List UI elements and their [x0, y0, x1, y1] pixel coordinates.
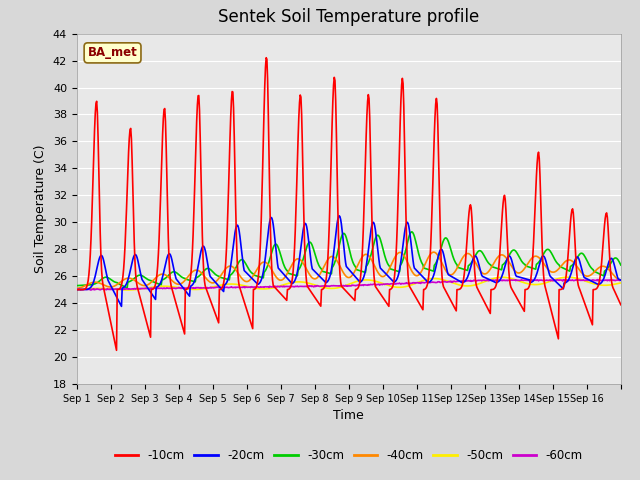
Line: -40cm: -40cm: [77, 252, 621, 288]
-60cm: [406, 280, 413, 286]
-60cm: [237, 285, 245, 290]
-10cm: [406, 285, 414, 290]
-40cm: [237, 274, 244, 280]
-60cm: [87, 287, 95, 293]
-30cm: [408, 229, 415, 235]
-10cm: [285, 286, 293, 291]
-40cm: [436, 256, 444, 262]
Line: -20cm: -20cm: [77, 216, 621, 306]
-50cm: [73, 287, 81, 292]
-50cm: [436, 276, 444, 282]
-20cm: [285, 277, 292, 283]
-30cm: [124, 285, 131, 291]
-40cm: [264, 261, 271, 267]
-20cm: [237, 246, 245, 252]
-50cm: [564, 274, 572, 280]
Y-axis label: Soil Temperature (C): Soil Temperature (C): [35, 144, 47, 273]
-30cm: [264, 261, 272, 267]
-50cm: [406, 283, 413, 288]
-10cm: [113, 348, 120, 353]
-60cm: [593, 276, 601, 282]
-30cm: [617, 262, 625, 268]
-50cm: [264, 286, 272, 291]
-20cm: [437, 247, 445, 252]
-10cm: [237, 290, 245, 296]
-60cm: [264, 284, 272, 289]
-10cm: [138, 300, 145, 305]
Text: BA_met: BA_met: [88, 47, 138, 60]
-60cm: [436, 279, 444, 285]
-40cm: [617, 277, 625, 283]
-50cm: [237, 282, 245, 288]
-30cm: [237, 257, 245, 263]
-20cm: [406, 233, 414, 239]
-20cm: [118, 303, 125, 309]
-50cm: [124, 287, 131, 293]
-30cm: [285, 271, 292, 276]
Legend: -10cm, -20cm, -30cm, -40cm, -50cm, -60cm: -10cm, -20cm, -30cm, -40cm, -50cm, -60cm: [110, 444, 588, 467]
X-axis label: Time: Time: [333, 409, 364, 422]
-10cm: [617, 302, 625, 308]
-10cm: [73, 287, 81, 292]
-30cm: [73, 283, 81, 288]
Line: -60cm: -60cm: [77, 279, 621, 290]
-30cm: [437, 247, 445, 252]
-60cm: [73, 286, 81, 292]
-40cm: [429, 249, 437, 255]
-40cm: [73, 286, 81, 291]
-30cm: [138, 273, 145, 278]
Line: -10cm: -10cm: [77, 58, 621, 350]
-60cm: [617, 277, 625, 283]
-50cm: [138, 286, 145, 292]
-50cm: [617, 280, 625, 286]
-60cm: [138, 286, 145, 291]
-40cm: [405, 262, 413, 268]
-20cm: [264, 228, 272, 234]
-40cm: [137, 282, 145, 288]
-10cm: [437, 244, 445, 250]
-20cm: [335, 213, 343, 219]
-60cm: [285, 284, 292, 289]
Title: Sentek Soil Temperature profile: Sentek Soil Temperature profile: [218, 9, 479, 26]
-40cm: [284, 269, 292, 275]
Line: -50cm: -50cm: [77, 277, 621, 290]
-10cm: [265, 152, 273, 157]
-50cm: [285, 280, 292, 286]
Line: -30cm: -30cm: [77, 232, 621, 288]
-20cm: [617, 277, 625, 283]
-20cm: [138, 274, 145, 280]
-20cm: [73, 287, 81, 292]
-30cm: [406, 232, 413, 238]
-10cm: [262, 55, 270, 60]
